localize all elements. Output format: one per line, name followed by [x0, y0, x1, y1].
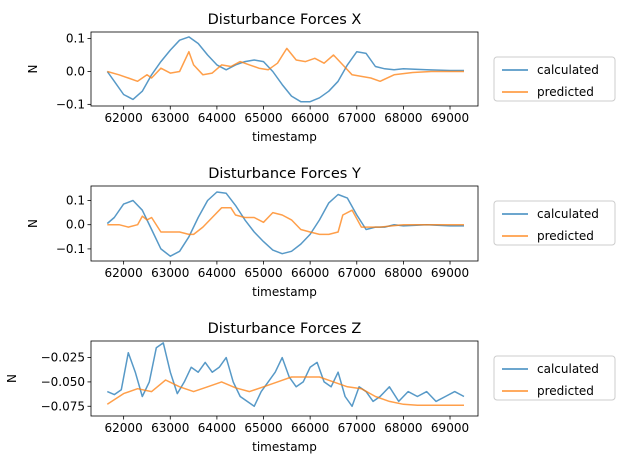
subplot-title: Disturbance Forces Y [208, 166, 361, 182]
x-tick-label: 62000 [105, 111, 143, 125]
legend-label-calculated: calculated [537, 63, 599, 77]
y-axis-label: N [5, 374, 19, 383]
y-axis-label: N [26, 65, 40, 74]
x-tick-label: 63000 [151, 421, 189, 435]
subplot-3: 62000 63000 64000 65000 66000 67000 68000 69000… [5, 321, 616, 454]
x-tick-label: 67000 [338, 421, 376, 435]
x-tick-label: 69000 [431, 111, 469, 125]
axes-frame [90, 31, 479, 107]
x-tick-label: 66000 [291, 421, 329, 435]
axes-frame [90, 185, 479, 262]
x-tick-label: 68000 [384, 111, 422, 125]
x-tick-label: 69000 [431, 421, 469, 435]
x-tick-label: 69000 [431, 266, 469, 280]
series-line-predicted [107, 207, 464, 236]
x-tick-label: 68000 [384, 266, 422, 280]
x-tick-label: 66000 [291, 111, 329, 125]
y-tick-label: 0.0 [66, 64, 85, 78]
y-tick-label: 0.0 [66, 218, 85, 232]
legend-frame [493, 355, 616, 401]
y-tick-label: −0.1 [56, 97, 85, 111]
y-tick-label: −0.075 [41, 399, 85, 413]
subplot-2: 62000 63000 64000 65000 66000 67000 68000 69000… [26, 166, 616, 299]
y-tick-label: −0.1 [56, 242, 85, 256]
legend: calculated predicted [493, 355, 616, 401]
legend: calculated predicted [493, 56, 616, 102]
legend-label-predicted: predicted [537, 229, 594, 243]
y-tick-label: 0.1 [66, 194, 85, 208]
x-axis-label: timestamp [252, 130, 317, 144]
subplot-title: Disturbance Forces X [208, 12, 362, 28]
x-tick-label: 65000 [244, 421, 282, 435]
x-tick-label: 64000 [198, 111, 236, 125]
legend-label-calculated: calculated [537, 207, 599, 221]
series-line-predicted [107, 47, 464, 83]
x-tick-label: 64000 [198, 421, 236, 435]
legend-label-calculated: calculated [537, 362, 599, 376]
series-line-predicted [106, 376, 464, 407]
y-tick-label: 0.1 [66, 32, 85, 46]
x-tick-label: 63000 [151, 266, 189, 280]
x-tick-label: 65000 [244, 111, 282, 125]
legend-label-predicted: predicted [537, 85, 594, 99]
y-tick-label: −0.025 [41, 351, 85, 365]
x-tick-label: 62000 [105, 266, 143, 280]
x-tick-label: 68000 [384, 421, 422, 435]
legend-frame [493, 200, 616, 246]
x-axis-label: timestamp [252, 440, 317, 454]
x-tick-label: 62000 [105, 421, 143, 435]
y-axis-label: N [26, 219, 40, 228]
y-tick-label: −0.050 [41, 375, 85, 389]
x-axis-label: timestamp [252, 285, 317, 299]
legend-label-predicted: predicted [537, 384, 594, 398]
x-tick-label: 64000 [198, 266, 236, 280]
axes-frame [90, 340, 479, 417]
series-line-calculated [107, 342, 465, 408]
x-tick-label: 65000 [244, 266, 282, 280]
x-tick-label: 67000 [338, 111, 376, 125]
subplot-1: 62000 63000 64000 65000 66000 67000 68000 69000… [26, 12, 616, 144]
legend-frame [493, 56, 616, 102]
series-line-calculated [106, 36, 464, 103]
x-tick-label: 66000 [291, 266, 329, 280]
subplot-title: Disturbance Forces Z [208, 321, 362, 337]
x-tick-label: 63000 [151, 111, 189, 125]
legend: calculated predicted [493, 200, 616, 246]
x-tick-label: 67000 [338, 266, 376, 280]
